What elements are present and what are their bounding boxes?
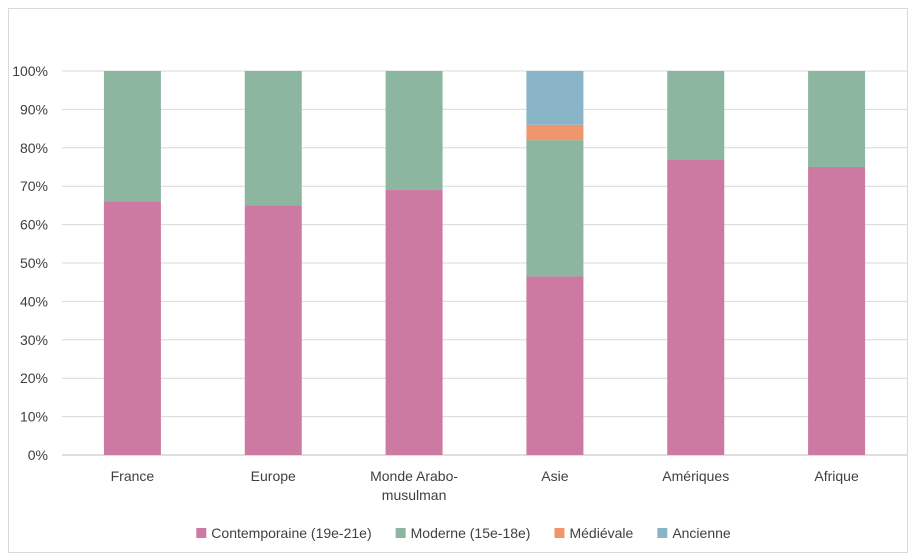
y-tick-label: 90% xyxy=(20,101,48,117)
bar-segment xyxy=(103,71,161,202)
legend-label: Ancienne xyxy=(672,525,731,541)
x-tick-label-line: Asie xyxy=(541,468,568,484)
x-tick-label: Asie xyxy=(541,468,568,484)
y-tick-label: 100% xyxy=(12,63,48,79)
legend-label: Moderne (15e-18e) xyxy=(411,525,531,541)
bar-segment xyxy=(526,276,584,455)
legend-swatch xyxy=(196,528,207,538)
y-tick-label: 0% xyxy=(28,447,48,463)
y-tick-label: 20% xyxy=(20,370,48,386)
y-tick-label: 80% xyxy=(20,140,48,156)
bar-segment xyxy=(667,159,725,455)
legend-swatch xyxy=(554,528,565,538)
bar-segment xyxy=(385,190,443,456)
x-tick-label: France xyxy=(111,468,155,484)
x-tick-label-line: Afrique xyxy=(814,468,859,484)
y-tick-label: 50% xyxy=(20,255,48,271)
y-tick-label: 70% xyxy=(20,178,48,194)
y-tick-label: 30% xyxy=(20,332,48,348)
bar-segment xyxy=(244,71,302,206)
bar-segment xyxy=(385,71,443,191)
bar-segment xyxy=(667,71,725,160)
x-tick-label: Europe xyxy=(251,468,296,484)
bar-segment xyxy=(526,140,584,277)
x-tick-label-line: Amériques xyxy=(662,468,729,484)
x-tick-label: Monde Arabo-musulman xyxy=(370,468,458,503)
y-tick-label: 60% xyxy=(20,217,48,233)
legend-label: Contemporaine (19e-21e) xyxy=(211,525,371,541)
x-tick-label-line: Europe xyxy=(251,468,296,484)
x-tick-label-line: musulman xyxy=(382,487,447,503)
y-tick-label: 10% xyxy=(20,409,48,425)
x-tick-label: Amériques xyxy=(662,468,729,484)
bar-segment xyxy=(808,71,866,167)
legend-label: Médiévale xyxy=(569,525,633,541)
bar-segment xyxy=(244,205,302,455)
x-tick-label-line: France xyxy=(111,468,155,484)
y-tick-label: 40% xyxy=(20,293,48,309)
bar-segment xyxy=(808,167,866,455)
bar-segment xyxy=(103,201,161,455)
legend-swatch xyxy=(395,528,406,538)
x-tick-label: Afrique xyxy=(814,468,859,484)
bar-segment xyxy=(526,71,584,125)
x-tick-label-line: Monde Arabo- xyxy=(370,468,458,484)
bar-segment xyxy=(526,124,584,141)
legend-swatch xyxy=(657,528,668,538)
